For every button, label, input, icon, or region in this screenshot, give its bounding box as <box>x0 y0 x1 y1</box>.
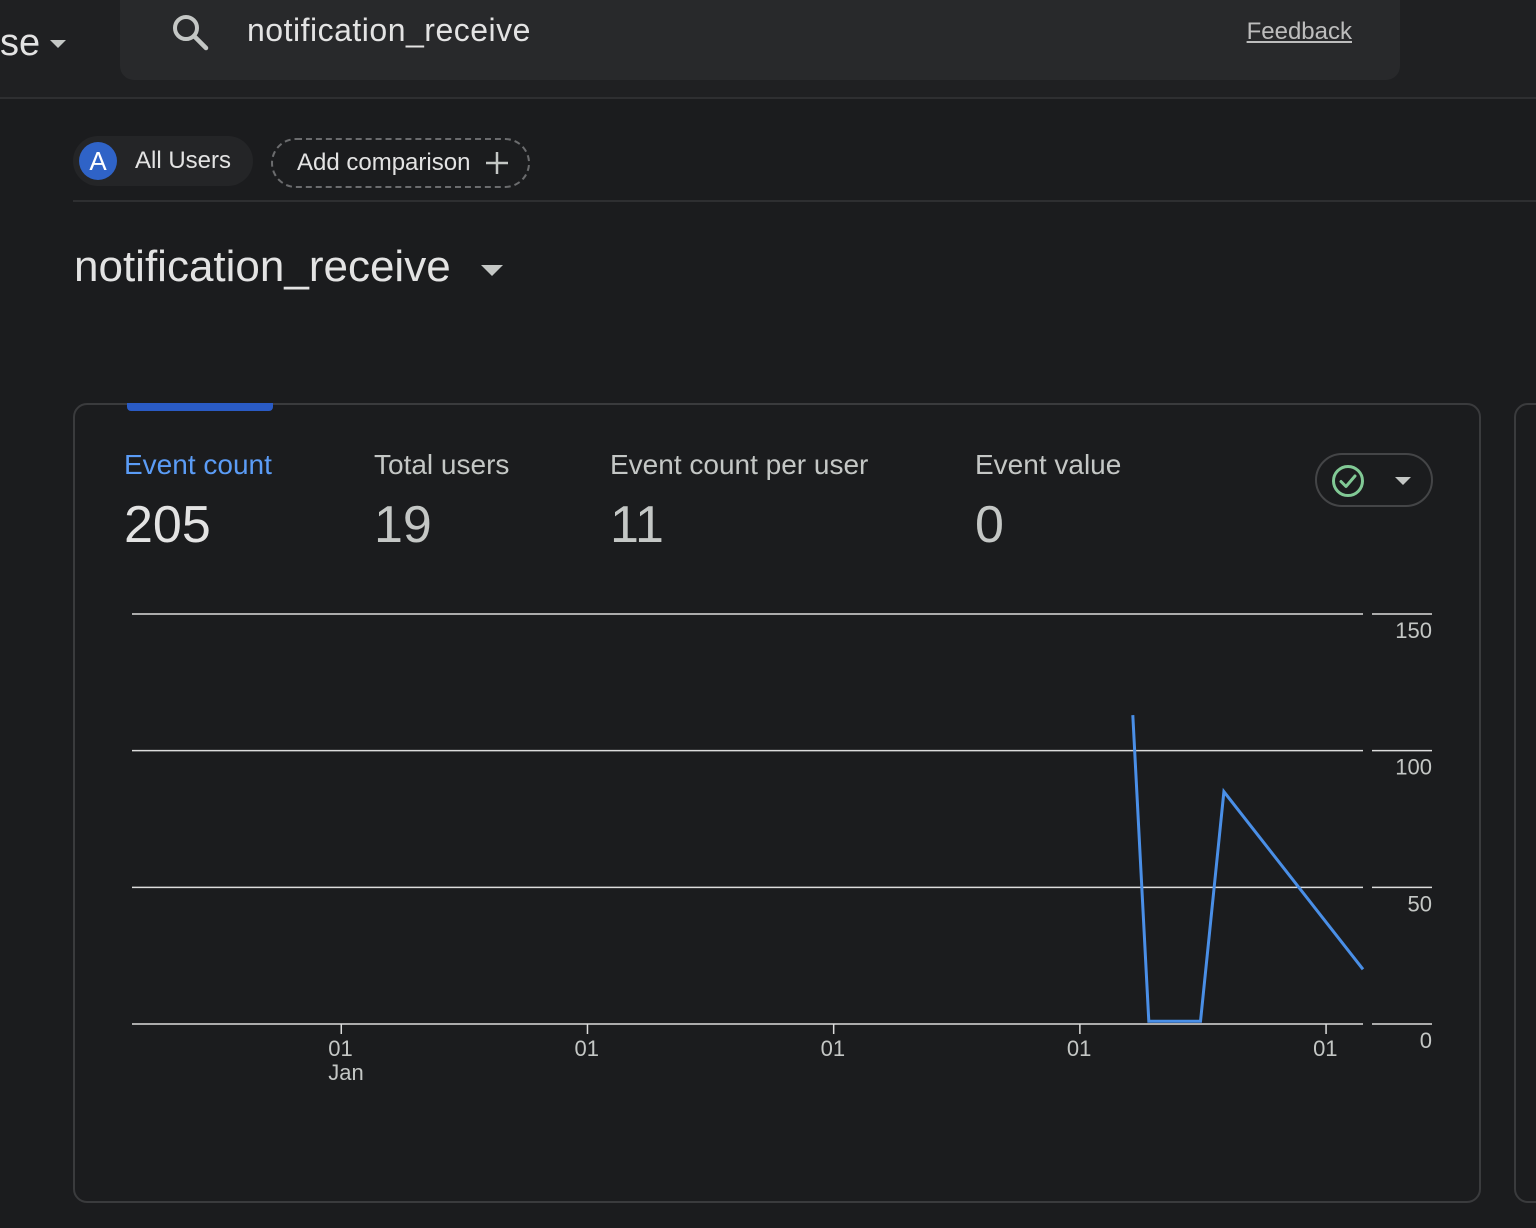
chevron-down-icon <box>480 264 503 276</box>
event-selector[interactable]: notification_receive <box>74 242 503 292</box>
feedback-link[interactable]: Feedback <box>1246 18 1352 45</box>
metrics-card: Event count 205 Total users 19 Event cou… <box>73 403 1481 1203</box>
metric-value: 205 <box>124 496 211 554</box>
chevron-down-icon <box>50 39 67 48</box>
check-circle-icon <box>1332 465 1364 497</box>
search-icon <box>173 15 209 51</box>
metric-label: Event count <box>124 449 272 480</box>
chevron-down-icon <box>1395 477 1411 485</box>
plus-icon <box>486 152 509 174</box>
adjacent-card <box>1514 403 1536 1203</box>
metric-value: 0 <box>975 496 1004 554</box>
segment-avatar: A <box>79 142 117 180</box>
top-bar: se notification_receive Feedback <box>0 0 1536 99</box>
comparison-row: A All Users Add comparison <box>73 136 1536 202</box>
metric-label: Total users <box>374 449 510 480</box>
active-tab-indicator <box>127 403 273 411</box>
property-selector[interactable]: se <box>0 22 67 65</box>
segment-label: All Users <box>135 147 232 174</box>
metric-label: Event value <box>975 449 1122 480</box>
metric-event-value[interactable]: Event value 0 <box>975 449 1121 555</box>
metric-total-users[interactable]: Total users 19 <box>374 449 509 555</box>
search-input[interactable]: notification_receive <box>247 12 531 48</box>
metric-value: 11 <box>610 496 664 554</box>
metric-event-count[interactable]: Event count 205 <box>124 449 272 555</box>
add-comparison-label: Add comparison <box>297 149 471 176</box>
add-comparison-button[interactable]: Add comparison <box>271 138 531 188</box>
metric-label: Event count per user <box>610 449 869 480</box>
data-quality-button[interactable] <box>1315 453 1433 507</box>
page-title: notification_receive <box>74 242 451 291</box>
property-name: se <box>0 22 41 64</box>
search-bar[interactable]: notification_receive Feedback <box>120 0 1400 80</box>
metric-event-count-per-user[interactable]: Event count per user 11 <box>610 449 868 555</box>
metric-value: 19 <box>374 496 432 554</box>
segment-chip-all-users[interactable]: A All Users <box>73 136 254 186</box>
